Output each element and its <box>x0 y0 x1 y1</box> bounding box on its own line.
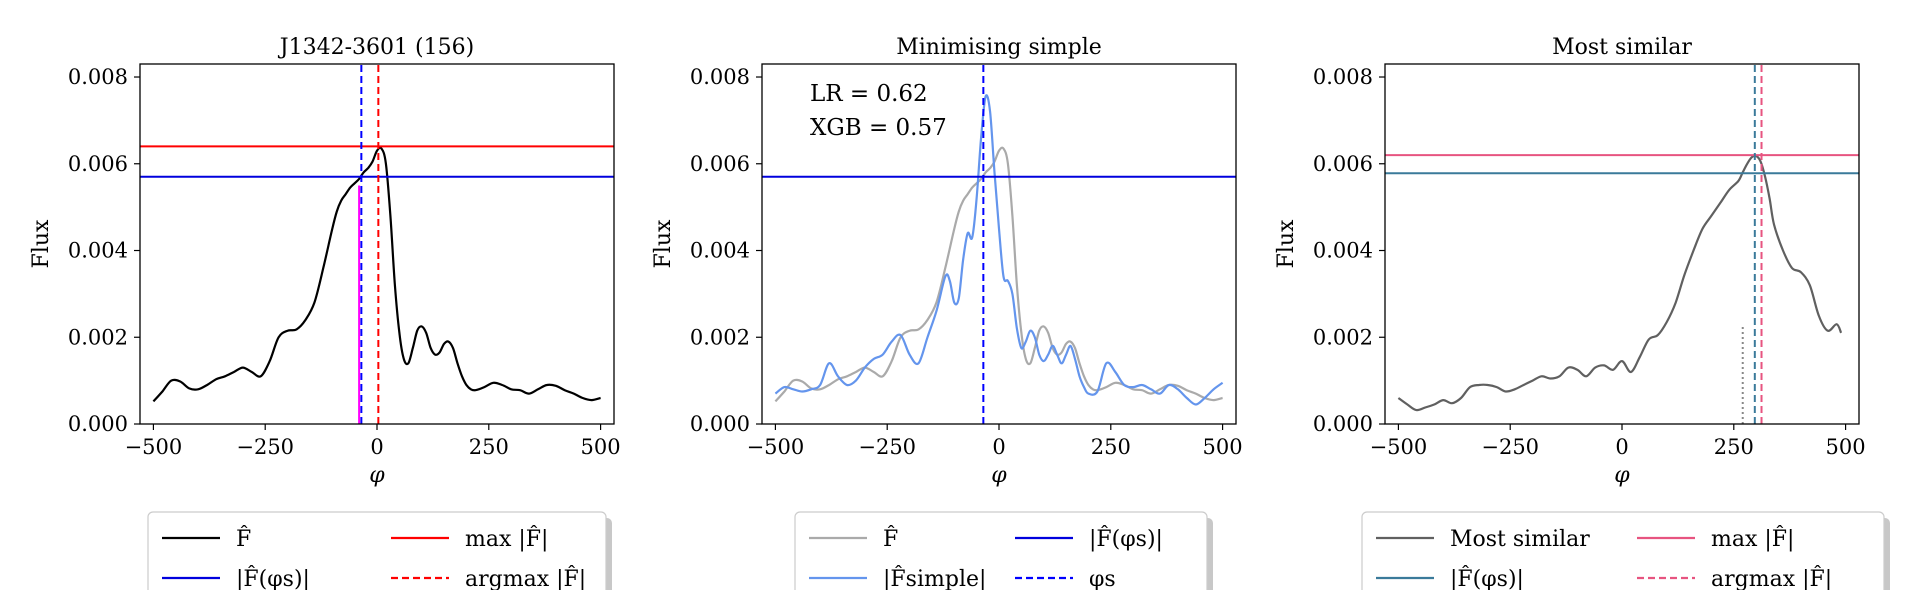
y-tick-label: 0.002 <box>68 325 128 349</box>
series-line-1 <box>1397 154 1843 412</box>
plot-area <box>762 64 1236 424</box>
series-line-1 <box>152 146 601 403</box>
x-tick-label: 500 <box>581 435 621 459</box>
axes-frame <box>139 63 615 425</box>
plot-area <box>140 64 614 424</box>
x-tick-label: 0 <box>370 435 383 459</box>
y-tick-label: 0.008 <box>68 65 128 89</box>
x-tick-label: −250 <box>236 435 294 459</box>
legend-label: φs <box>1089 567 1116 590</box>
series-line-1 <box>774 146 1223 403</box>
chart-panel-3: Most similar −500 −250 0 250 500 0.000 0.002 0.0… <box>1274 35 1890 590</box>
legend: F̂ max |F̂| |F̂(φs)| argmax |F̂| <box>147 511 612 590</box>
y-tick-label: 0.004 <box>690 239 750 263</box>
x-tick-label: 0 <box>1615 435 1628 459</box>
legend-label: max |F̂| <box>465 526 548 552</box>
x-axis-label: φ <box>991 463 1007 488</box>
x-tick-label: 250 <box>1091 435 1131 459</box>
legend: F̂ |F̂(φs)| |F̂simple| φs <box>794 511 1213 590</box>
x-axis-label: φ <box>1614 463 1630 488</box>
chart-panel-2: Minimising simple −500 −250 0 250 500 0.000 0.0… <box>651 35 1243 590</box>
x-tick-label: 500 <box>1826 435 1866 459</box>
legend-label: |F̂(φs)| <box>1089 526 1163 552</box>
x-tick-label: 500 <box>1203 435 1243 459</box>
y-axis-label: Flux <box>651 219 676 268</box>
x-tick-label: −500 <box>747 435 805 459</box>
legend: Most similar max |F̂| |F̂(φs)| argmax |F̂| <box>1361 511 1890 590</box>
y-tick-label: 0.004 <box>68 239 128 263</box>
y-tick-label: 0.002 <box>690 325 750 349</box>
chart-title: J1342-3601 (156) <box>278 35 474 60</box>
y-tick-label: 0.006 <box>1313 152 1373 176</box>
y-tick-label: 0.008 <box>690 65 750 89</box>
y-tick-label: 0.000 <box>690 412 750 436</box>
legend-label: |F̂simple| <box>883 566 986 590</box>
x-tick-label: 250 <box>469 435 509 459</box>
x-tick-label: −500 <box>125 435 183 459</box>
legend-label: Most similar <box>1450 527 1590 552</box>
x-tick-label: −250 <box>1481 435 1539 459</box>
legend-label: argmax |F̂| <box>1711 566 1832 590</box>
axes-frame <box>1384 63 1860 425</box>
annotation-text: XGB = 0.57 <box>810 115 947 141</box>
y-tick-label: 0.004 <box>1313 239 1373 263</box>
y-tick-label: 0.008 <box>1313 65 1373 89</box>
y-tick-label: 0.000 <box>68 412 128 436</box>
chart-title: Most similar <box>1552 35 1692 60</box>
y-tick-label: 0.006 <box>690 152 750 176</box>
y-tick-label: 0.006 <box>68 152 128 176</box>
chart-title: Minimising simple <box>896 35 1102 60</box>
legend-label: |F̂(φs)| <box>236 566 310 590</box>
x-tick-label: −250 <box>858 435 916 459</box>
legend-label: argmax |F̂| <box>465 566 586 590</box>
legend-label: F̂ <box>883 526 898 552</box>
x-tick-label: 250 <box>1714 435 1754 459</box>
x-tick-label: 0 <box>992 435 1005 459</box>
annotation-text: LR = 0.62 <box>810 81 928 107</box>
legend-box <box>1361 511 1885 590</box>
y-axis-label: Flux <box>1274 219 1299 268</box>
y-axis-label: Flux <box>29 219 54 268</box>
legend-label: F̂ <box>236 526 251 552</box>
legend-box <box>147 511 607 590</box>
x-axis-label: φ <box>369 463 385 488</box>
y-tick-label: 0.002 <box>1313 325 1373 349</box>
plot-area <box>1385 64 1859 424</box>
x-tick-label: −500 <box>1370 435 1428 459</box>
series-line-2 <box>774 94 1224 406</box>
chart-panel-1: J1342-3601 (156) −500 −250 0 250 500 0.000 0.00… <box>29 35 621 590</box>
y-tick-label: 0.000 <box>1313 412 1373 436</box>
legend-label: max |F̂| <box>1711 526 1794 552</box>
legend-box <box>794 511 1208 590</box>
legend-label: |F̂(φs)| <box>1450 566 1524 590</box>
